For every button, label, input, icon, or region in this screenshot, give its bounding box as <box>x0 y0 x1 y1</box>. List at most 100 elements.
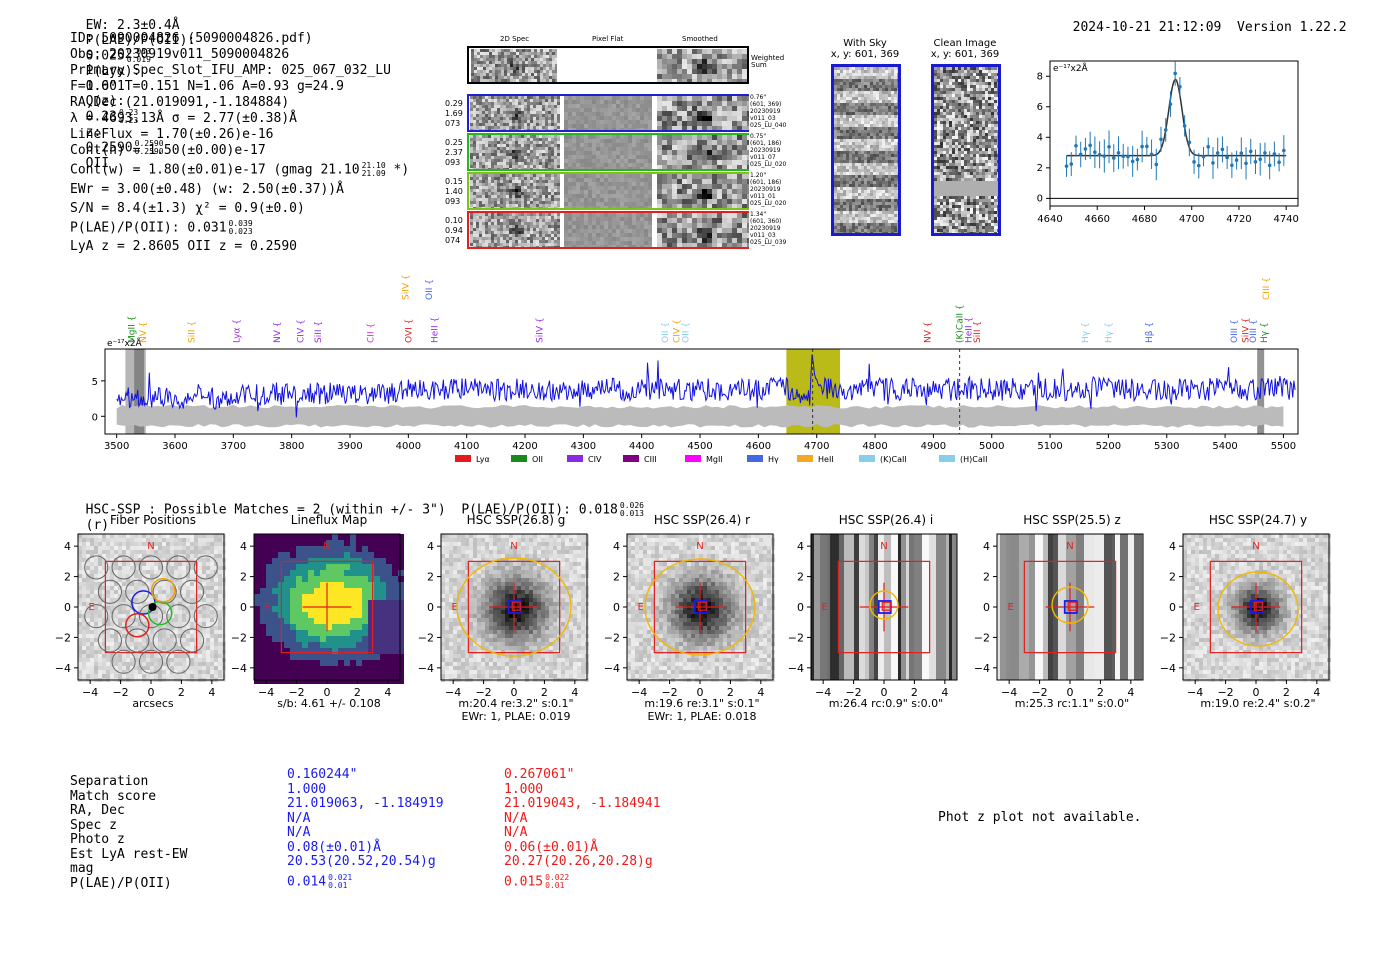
zoom-point <box>1244 161 1248 166</box>
info-block: ID: 5090004826 (5090004826.pdf) Obs: 202… <box>70 31 409 255</box>
zoom-point <box>1258 157 1263 162</box>
header-plae-bounds: 0.033 0.019 <box>126 47 151 64</box>
match-red-value: 0.06(±0.01)Å <box>504 839 598 855</box>
emission-line-label: OVI { <box>404 319 414 343</box>
emission-line-label: SiIV { <box>536 317 546 343</box>
header-ew: EW: 2.3±0.4Å <box>85 18 180 33</box>
match-red-value: 0.267061" <box>504 767 575 782</box>
hsc-panel-image: N E 4 2 0 −2 −4 −4 −2 0 2 4 <box>974 533 1144 699</box>
header-line: EW: 2.3±0.4Å P(LAE)/P(OII): 0.025 0.033 0.… <box>70 3 196 171</box>
fiber-circle <box>166 604 191 629</box>
weighted-sum-smoothed <box>657 49 747 84</box>
header-plya-val: 0.001 <box>85 79 125 94</box>
hsc-ytick: 2 <box>613 571 620 584</box>
legend-swatch <box>567 455 583 462</box>
zoom-ytick: 6 <box>1037 102 1043 113</box>
hsc-xtick: 0 <box>1253 686 1260 699</box>
hsc-xtick: 4 <box>757 686 764 699</box>
emission-line-label: SiIV { <box>401 275 411 300</box>
search-box <box>653 560 747 654</box>
zoom-point <box>1083 147 1088 151</box>
east-label: E <box>1194 602 1200 613</box>
hsc-ytick: 4 <box>427 540 434 553</box>
hsc-xtick: 0 <box>511 686 518 699</box>
search-box <box>104 560 198 654</box>
hsc-panel-title: HSC SSP(26.8) g <box>466 513 566 527</box>
legend-swatch <box>747 455 763 462</box>
header-qz-label: Q(z): <box>85 94 125 109</box>
legend-label: (K)CaII <box>880 455 907 464</box>
header-z-val: 0.2590 <box>85 140 133 156</box>
fiber-circle <box>166 649 191 674</box>
match-marker-red <box>1253 601 1263 611</box>
north-label: N <box>510 541 517 552</box>
zoom-point <box>1220 147 1225 152</box>
hsc-xtick: 2 <box>541 686 548 699</box>
header-plae-label: P(LAE)/P(OII): <box>85 33 196 48</box>
info-ewr: EWr = 3.00(±0.48) (w: 2.50(±0.37))Å <box>70 181 344 197</box>
spectrum-xtick: 3900 <box>337 441 362 452</box>
hsc-panel-image: N E 4 2 0 −2 −4 −4 −2 0 2 4 <box>604 533 775 699</box>
hsc-ytick: −2 <box>231 631 247 644</box>
legend-label: MgII <box>706 455 723 464</box>
fiber-circle <box>152 579 177 604</box>
hsc-xtick: −2 <box>475 686 491 699</box>
zoom-point <box>1168 102 1173 106</box>
emission-line-label: NV { <box>273 322 283 343</box>
with-sky-title: With Sky <box>843 38 887 49</box>
hsc-ytick: −2 <box>55 631 71 644</box>
info-params: F=1.6" T=0.151 N=1.06 A=0.93 g=24.9 <box>70 79 344 94</box>
east-label: E <box>89 602 95 613</box>
hsc-ytick: −4 <box>418 662 434 675</box>
hsc-ytick: −4 <box>788 662 804 675</box>
zoom-point <box>1121 154 1126 159</box>
hsc-ytick: −2 <box>604 631 620 644</box>
zoom-point <box>1097 152 1102 157</box>
hsc-panel-caption: m:19.6 re:3.1" s:0.1" <box>644 697 760 710</box>
emission-line-label: Hγ { <box>1260 322 1270 343</box>
info-primary: Primary Spec_Slot_IFU_AMP: 025_067_032_L… <box>70 63 391 78</box>
spectrum-xtick: 3800 <box>279 441 304 452</box>
fiber-circle <box>138 649 164 674</box>
legend-swatch <box>939 455 955 462</box>
zoom-point <box>1263 151 1267 155</box>
match-blue-value: N/A <box>287 825 311 840</box>
east-label: E <box>452 602 458 613</box>
photz-message: Phot z plot not available. <box>938 810 1142 825</box>
east-label: E <box>1008 602 1014 613</box>
header-qz-val: 0.23 <box>85 109 117 125</box>
match-label: Est LyA rest-EW <box>70 846 188 862</box>
weighted-sum-row <box>467 46 749 84</box>
emission-line-label: Hγ { <box>1104 322 1114 343</box>
hsc-ytick: −4 <box>1160 662 1176 675</box>
fiber-circle-highlight <box>125 612 150 638</box>
match-blue-column: 0.160244" 1.000 21.019063, -1.184919 N/A… <box>287 767 444 889</box>
spectrum-ytick: 5 <box>92 377 98 388</box>
zoom-point <box>1215 151 1220 155</box>
zoom-point <box>1064 164 1069 168</box>
zoom-point <box>1197 163 1201 168</box>
zoom-point <box>1093 150 1097 155</box>
north-label: N <box>1066 541 1073 552</box>
emission-line-label: NV { <box>924 322 934 343</box>
version: Version 1.22.2 <box>1237 20 1347 35</box>
zoom-ytick: 2 <box>1037 163 1043 174</box>
with-sky-xy: x, y: 601, 369 <box>830 49 900 60</box>
weighted-sum-2dspec <box>471 49 558 82</box>
legend-swatch <box>511 455 527 462</box>
match-label: mag <box>70 861 94 876</box>
hsc-xtick: 2 <box>727 686 734 699</box>
fiber-row-2 <box>467 133 749 171</box>
zoom-ytick: 0 <box>1037 193 1043 204</box>
legend-label: Hγ <box>768 455 779 464</box>
match-marker-red <box>881 601 891 611</box>
fiber-row-meta: 0.75" (601, 186) 20230919 v011_07 025_LU… <box>750 133 787 168</box>
match-marker-red <box>1067 601 1077 611</box>
emission-line-label: MgII { <box>127 316 137 343</box>
zoom-unit-label: e⁻¹⁷x2Å <box>1053 62 1089 74</box>
hsc-panel-caption: m:19.0 re:2.4" s:0.2" <box>1200 697 1316 710</box>
info-id: ID: 5090004826 (5090004826.pdf) <box>70 31 313 46</box>
info-contn: Cont(n) = 1.50(±0.00)e-17 <box>70 143 266 158</box>
match-label: Photo z <box>70 832 125 847</box>
zoom-point <box>1239 151 1244 156</box>
